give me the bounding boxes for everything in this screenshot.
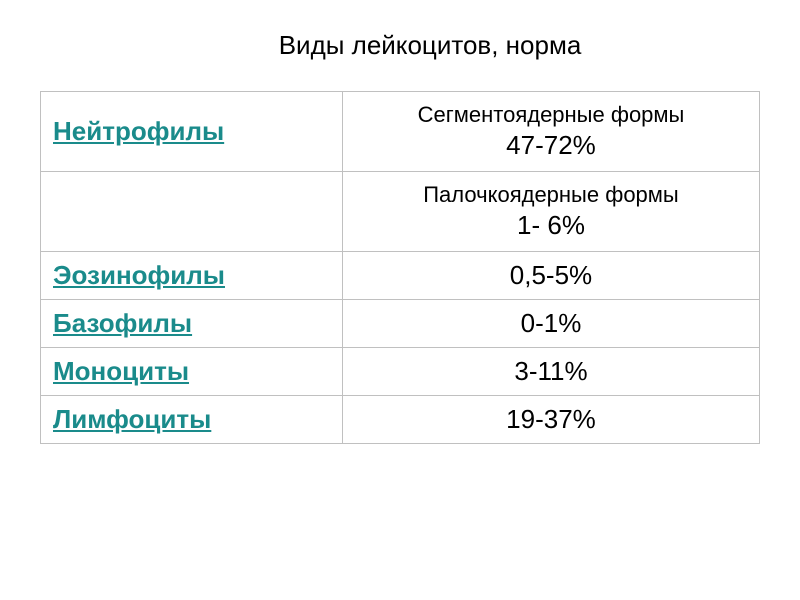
cell-type-label: Лимфоциты — [41, 396, 343, 444]
cell-type-label: Эозинофилы — [41, 252, 343, 300]
cell-type-label: Нейтрофилы — [41, 92, 343, 172]
value-cell: Палочкоядерные формы 1- 6% — [342, 172, 759, 252]
cell-type-label: Моноциты — [41, 348, 343, 396]
table-row: Эозинофилы 0,5-5% — [41, 252, 760, 300]
value-cell: 3-11% — [342, 348, 759, 396]
value-cell: 0,5-5% — [342, 252, 759, 300]
form-value: 47-72% — [355, 130, 747, 161]
value-cell: 19-37% — [342, 396, 759, 444]
table-row: Палочкоядерные формы 1- 6% — [41, 172, 760, 252]
value-cell: Сегментоядерные формы 47-72% — [342, 92, 759, 172]
leukocyte-table: Нейтрофилы Сегментоядерные формы 47-72% … — [40, 91, 760, 444]
value-cell: 0-1% — [342, 300, 759, 348]
form-value: 1- 6% — [355, 210, 747, 241]
table-row: Базофилы 0-1% — [41, 300, 760, 348]
form-label: Палочкоядерные формы — [355, 182, 747, 208]
table-row: Моноциты 3-11% — [41, 348, 760, 396]
cell-type-label: Базофилы — [41, 300, 343, 348]
table-row: Нейтрофилы Сегментоядерные формы 47-72% — [41, 92, 760, 172]
table-row: Лимфоциты 19-37% — [41, 396, 760, 444]
page-title: Виды лейкоцитов, норма — [100, 30, 760, 61]
cell-type-label — [41, 172, 343, 252]
form-label: Сегментоядерные формы — [355, 102, 747, 128]
